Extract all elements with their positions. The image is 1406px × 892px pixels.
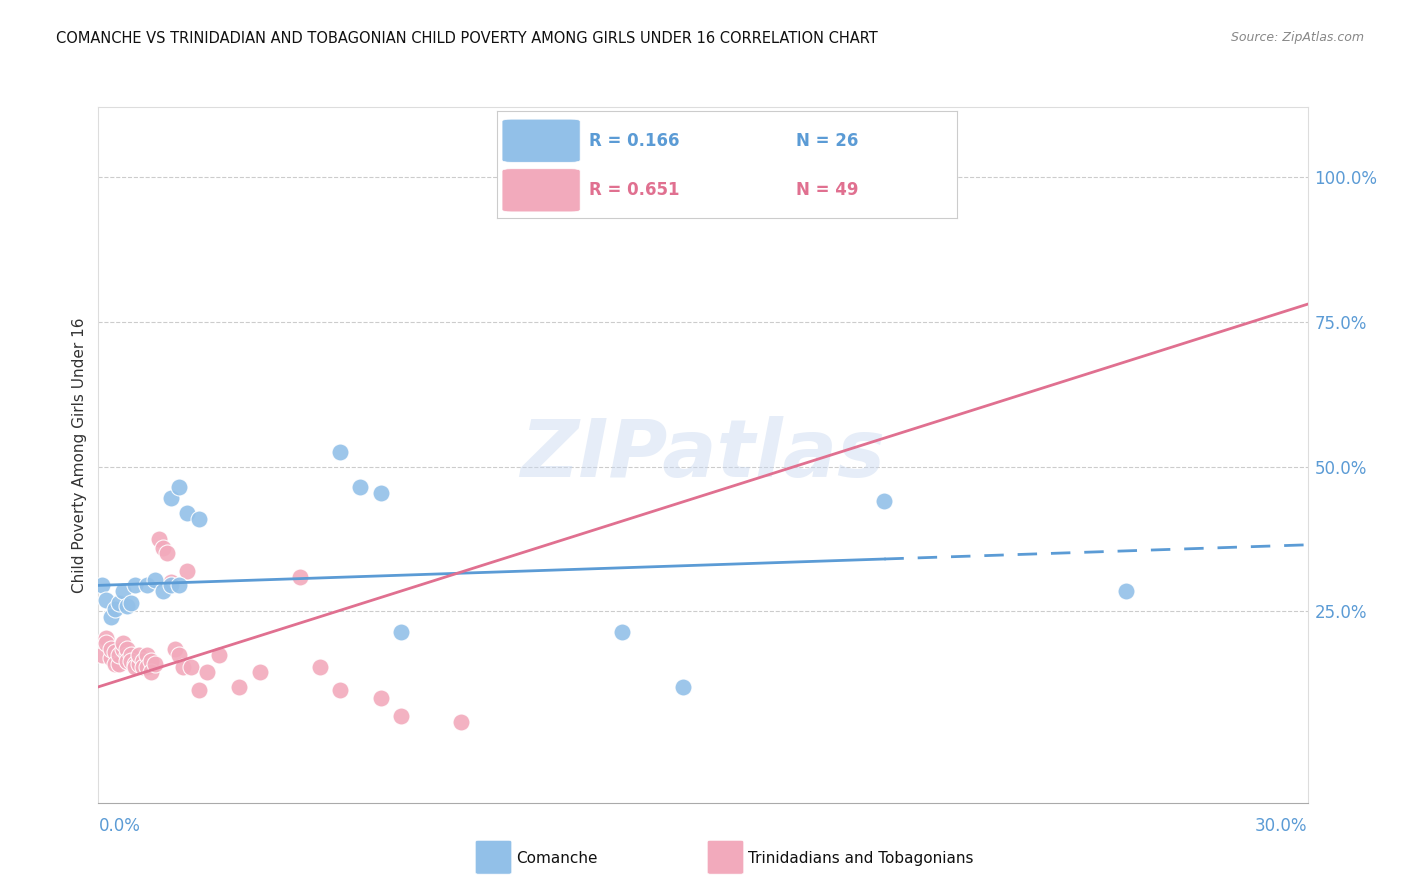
Text: COMANCHE VS TRINIDADIAN AND TOBAGONIAN CHILD POVERTY AMONG GIRLS UNDER 16 CORREL: COMANCHE VS TRINIDADIAN AND TOBAGONIAN C… — [56, 31, 877, 46]
Point — [389, 708, 412, 723]
Point — [389, 624, 412, 639]
Point — [107, 596, 129, 610]
Point — [100, 610, 122, 624]
Point — [100, 651, 122, 665]
Point — [91, 578, 114, 592]
Point — [132, 654, 155, 668]
Point — [135, 578, 157, 592]
Point — [208, 648, 231, 662]
Point — [103, 645, 125, 659]
Point — [111, 636, 134, 650]
Point — [143, 573, 166, 587]
Point — [160, 491, 183, 506]
Point — [128, 648, 150, 662]
Point — [672, 680, 695, 694]
Point — [96, 636, 118, 650]
Point — [160, 578, 183, 592]
Y-axis label: Child Poverty Among Girls Under 16: Child Poverty Among Girls Under 16 — [72, 318, 87, 592]
Point — [139, 665, 162, 680]
Point — [124, 659, 146, 673]
Point — [107, 657, 129, 671]
Point — [288, 570, 311, 584]
Point — [148, 532, 170, 546]
Point — [152, 541, 174, 555]
Point — [103, 601, 125, 615]
Point — [167, 480, 190, 494]
Point — [100, 642, 122, 657]
Point — [329, 445, 352, 459]
Point — [128, 657, 150, 671]
Point — [96, 592, 118, 607]
Text: Comanche: Comanche — [516, 851, 598, 865]
Point — [103, 657, 125, 671]
Text: 30.0%: 30.0% — [1256, 817, 1308, 835]
Point — [195, 665, 218, 680]
Point — [120, 648, 142, 662]
Point — [91, 648, 114, 662]
Point — [450, 714, 472, 729]
Point — [1115, 584, 1137, 599]
Point — [176, 506, 198, 520]
Point — [115, 654, 138, 668]
Point — [180, 659, 202, 673]
Point — [115, 599, 138, 613]
Text: 0.0%: 0.0% — [98, 817, 141, 835]
Text: Trinidadians and Tobagonians: Trinidadians and Tobagonians — [748, 851, 973, 865]
Point — [120, 596, 142, 610]
Point — [115, 648, 138, 662]
Text: ZIPatlas: ZIPatlas — [520, 416, 886, 494]
Point — [120, 654, 142, 668]
Point — [152, 584, 174, 599]
Point — [167, 648, 190, 662]
Point — [370, 485, 392, 500]
Point — [873, 494, 896, 508]
Point — [132, 659, 155, 673]
Point — [188, 682, 211, 697]
Point — [107, 648, 129, 662]
Point — [124, 578, 146, 592]
Point — [139, 654, 162, 668]
Point — [111, 642, 134, 657]
Point — [115, 642, 138, 657]
Point — [188, 512, 211, 526]
Point — [249, 665, 271, 680]
Point — [124, 657, 146, 671]
Point — [176, 564, 198, 578]
Point — [349, 480, 371, 494]
Point — [160, 575, 183, 590]
Text: Source: ZipAtlas.com: Source: ZipAtlas.com — [1230, 31, 1364, 45]
Point — [135, 659, 157, 673]
Point — [167, 578, 190, 592]
Point — [143, 657, 166, 671]
Point — [96, 631, 118, 645]
Point — [370, 691, 392, 706]
Point — [329, 682, 352, 697]
Point — [612, 169, 634, 184]
Point — [156, 546, 179, 561]
Point — [309, 659, 332, 673]
Point — [163, 642, 186, 657]
Point — [111, 584, 134, 599]
Point — [228, 680, 250, 694]
Point — [172, 659, 194, 673]
Point — [612, 624, 634, 639]
Point — [135, 648, 157, 662]
